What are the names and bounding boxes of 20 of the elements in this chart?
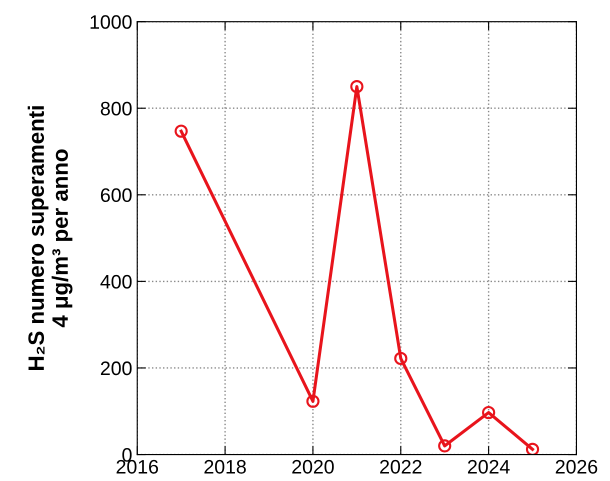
x-tick-label: 2016 — [116, 460, 158, 474]
x-tick-label: 2024 — [468, 460, 510, 474]
y-axis-title: H₂S numero superamenti 4 μg/m³ per anno — [28, 106, 72, 370]
point — [526, 442, 540, 455]
y-tick-label: 800 — [100, 102, 132, 116]
x-tick-label: 2020 — [292, 460, 334, 474]
x-tick-label: 2022 — [380, 460, 422, 474]
x-tick-label: 2026 — [556, 460, 598, 474]
point — [350, 80, 364, 94]
x-tick-label: 2018 — [204, 460, 246, 474]
point — [394, 352, 408, 366]
point — [482, 406, 496, 420]
point — [438, 439, 452, 452]
y-tick-label: 400 — [100, 274, 132, 289]
y-tick-label: 0 — [122, 448, 132, 462]
y-tick-label: 600 — [100, 188, 132, 202]
point — [306, 394, 320, 408]
y-tick-label: 200 — [100, 361, 132, 376]
y-tick-label: 1000 — [90, 15, 132, 29]
point — [174, 124, 188, 138]
